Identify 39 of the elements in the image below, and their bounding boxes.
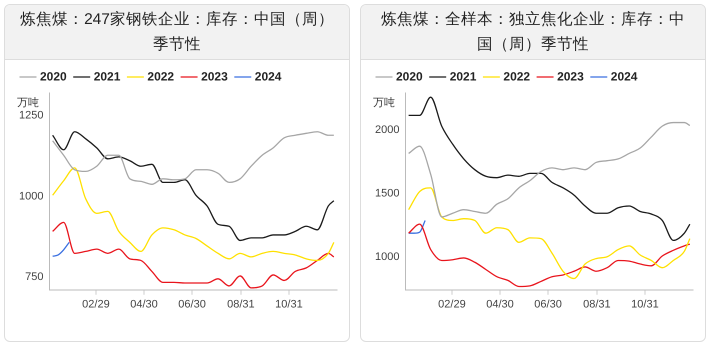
legend-label: 2022 [147,69,174,84]
x-tick-label: 06/30 [534,298,562,310]
line-series [52,167,334,262]
x-tick-label: 10/31 [275,298,303,310]
legend-label: 2022 [503,69,530,84]
legend-label: 2021 [450,69,477,84]
legend-label: 2020 [396,69,424,84]
y-tick-label: 750 [25,270,44,283]
x-tick-label: 02/29 [438,298,466,310]
y-tick-label: 1250 [18,110,44,122]
y-axis-title: 万吨 [373,96,395,110]
y-tick-label: 1500 [374,187,400,200]
y-tick-label: 1000 [18,190,44,202]
legend-label: 2021 [94,69,121,84]
line-series [52,242,70,257]
line-series [52,131,334,242]
chart-title: 炼焦煤：全样本：独立焦化企业：库存：中国（周）季节性 [361,5,705,60]
line-series [408,224,690,288]
legend-label: 2023 [557,69,584,84]
x-tick-label: 06/30 [178,298,206,310]
x-tick-label: 08/31 [227,298,255,310]
legend-label: 2023 [201,69,228,84]
line-series [408,187,690,280]
legend-label: 2024 [254,69,282,84]
line-series [408,96,690,242]
line-series [52,131,334,185]
x-tick-label: 10/31 [631,298,659,310]
line-series [52,222,334,289]
y-tick-label: 2000 [374,124,400,136]
chart-title: 炼焦煤：247家钢铁企业：库存：中国（周）季节性 [5,5,349,60]
x-tick-label: 04/30 [130,298,158,310]
x-tick-label: 08/31 [583,298,611,310]
x-tick-label: 04/30 [486,298,514,310]
line-series [408,122,690,218]
y-axis-title: 万吨 [17,96,39,110]
y-tick-label: 1000 [374,250,400,263]
legend-label: 2024 [610,69,638,84]
legend-label: 2020 [40,69,68,84]
x-tick-label: 02/29 [82,298,110,310]
